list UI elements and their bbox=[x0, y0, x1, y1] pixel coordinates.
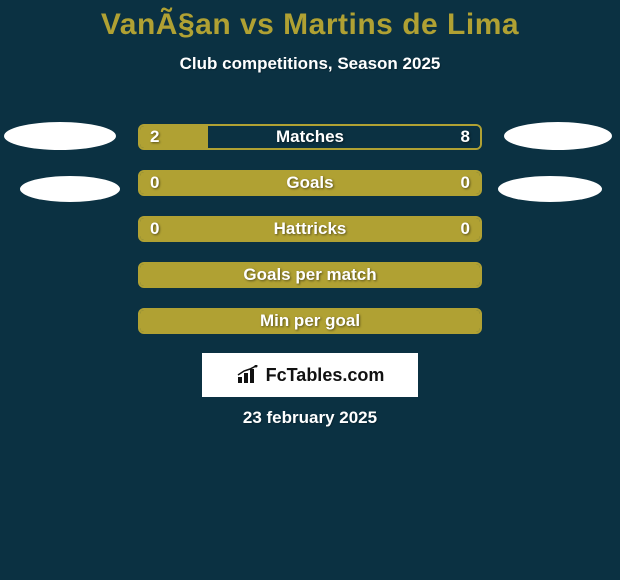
stat-value-left: 2 bbox=[150, 124, 159, 150]
brand-chart-icon bbox=[236, 365, 262, 385]
page-title: VanÃ§an vs Martins de Lima bbox=[0, 0, 620, 42]
stat-bar-track bbox=[138, 170, 482, 196]
date-label: 23 february 2025 bbox=[0, 408, 620, 428]
stat-rows: Matches28Goals00Hattricks00Goals per mat… bbox=[0, 124, 620, 354]
stat-row: Hattricks00 bbox=[0, 216, 620, 242]
stat-bar-track bbox=[138, 262, 482, 288]
stat-value-right: 0 bbox=[461, 216, 470, 242]
brand-box: FcTables.com bbox=[202, 353, 418, 397]
stat-row: Goals00 bbox=[0, 170, 620, 196]
comparison-card: VanÃ§an vs Martins de Lima Club competit… bbox=[0, 0, 620, 580]
brand-label: FcTables.com bbox=[266, 365, 385, 386]
stat-bar-fill-full bbox=[140, 172, 480, 194]
stat-value-right: 8 bbox=[461, 124, 470, 150]
stat-bar-track bbox=[138, 308, 482, 334]
stat-row: Min per goal bbox=[0, 308, 620, 334]
stat-bar-track bbox=[138, 124, 482, 150]
stat-bar-fill-full bbox=[140, 264, 480, 286]
stat-value-left: 0 bbox=[150, 170, 159, 196]
stat-bar-fill-full bbox=[140, 218, 480, 240]
stat-value-right: 0 bbox=[461, 170, 470, 196]
subtitle: Club competitions, Season 2025 bbox=[0, 54, 620, 74]
stat-value-left: 0 bbox=[150, 216, 159, 242]
stat-row: Matches28 bbox=[0, 124, 620, 150]
stat-bar-fill-right bbox=[208, 126, 480, 148]
stat-row: Goals per match bbox=[0, 262, 620, 288]
stat-bar-fill-full bbox=[140, 310, 480, 332]
stat-bar-track bbox=[138, 216, 482, 242]
